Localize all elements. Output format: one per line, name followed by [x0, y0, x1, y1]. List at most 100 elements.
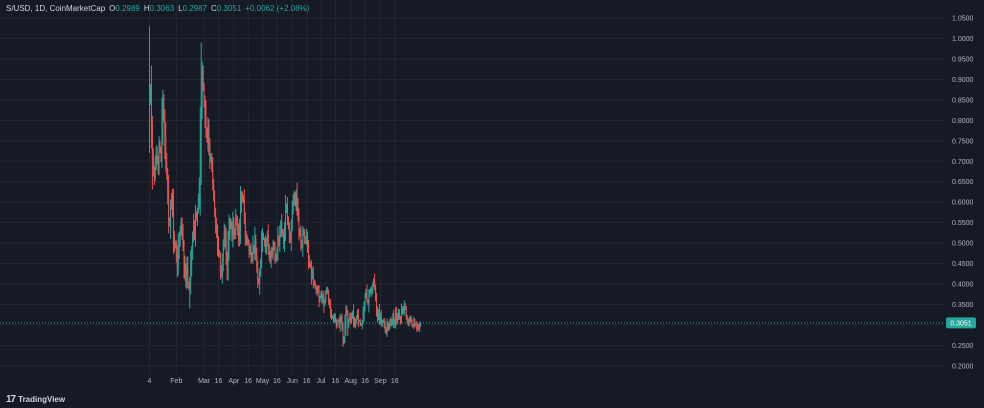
candle-body[interactable]: [295, 194, 297, 203]
candle-body[interactable]: [235, 218, 237, 235]
candle-body[interactable]: [275, 255, 277, 260]
candle-body[interactable]: [370, 288, 372, 293]
candle-body[interactable]: [288, 226, 290, 235]
candle-body[interactable]: [173, 234, 175, 248]
candle-body[interactable]: [415, 324, 417, 326]
candle-body[interactable]: [212, 169, 214, 186]
candle-body[interactable]: [336, 320, 338, 325]
candle-body[interactable]: [258, 279, 260, 284]
candle-body[interactable]: [252, 247, 254, 260]
candle-body[interactable]: [222, 243, 224, 260]
candle-body[interactable]: [197, 202, 199, 211]
candle-body[interactable]: [281, 222, 283, 231]
candle-body[interactable]: [325, 292, 327, 301]
candle-body[interactable]: [200, 95, 202, 141]
candle-body[interactable]: [199, 140, 201, 182]
candle-body[interactable]: [164, 116, 166, 137]
candle-body[interactable]: [184, 263, 186, 272]
candle-body[interactable]: [334, 316, 336, 321]
candle-body[interactable]: [205, 116, 207, 133]
candle-body[interactable]: [149, 99, 150, 104]
candle-body[interactable]: [263, 234, 264, 239]
candle-body[interactable]: [201, 71, 203, 96]
candle-body[interactable]: [256, 255, 258, 268]
candle-body[interactable]: [378, 312, 379, 317]
candle-body[interactable]: [300, 230, 302, 244]
candle-body[interactable]: [154, 165, 156, 178]
candle-body[interactable]: [401, 312, 402, 321]
candle-body[interactable]: [259, 271, 261, 284]
candle-body[interactable]: [311, 271, 313, 276]
candle-body[interactable]: [250, 247, 252, 256]
candle-body[interactable]: [279, 230, 281, 244]
candle-body[interactable]: [224, 230, 226, 239]
candle-body[interactable]: [283, 234, 285, 244]
candle-body[interactable]: [396, 312, 398, 321]
candle-body[interactable]: [265, 243, 267, 252]
candle-body[interactable]: [363, 304, 365, 313]
candle-body[interactable]: [172, 198, 173, 211]
candle-body[interactable]: [204, 104, 206, 117]
candle-body[interactable]: [241, 194, 243, 199]
candle-body[interactable]: [195, 214, 196, 231]
candle-body[interactable]: [341, 320, 343, 329]
candle-body[interactable]: [213, 185, 215, 199]
candle-body[interactable]: [388, 324, 390, 329]
candle-body[interactable]: [307, 234, 309, 248]
candle-body[interactable]: [326, 288, 328, 293]
candle-body[interactable]: [253, 247, 255, 252]
candle-body[interactable]: [180, 222, 182, 231]
candle-body[interactable]: [364, 296, 366, 305]
candle-body[interactable]: [357, 312, 359, 321]
candle-body[interactable]: [310, 267, 312, 276]
candle-body[interactable]: [206, 132, 208, 141]
candle-body[interactable]: [174, 243, 176, 248]
candle-body[interactable]: [318, 292, 320, 301]
candle-body[interactable]: [372, 284, 374, 293]
candle-body[interactable]: [381, 320, 383, 325]
candle-body[interactable]: [153, 169, 155, 178]
candle-body[interactable]: [355, 320, 356, 325]
candle-body[interactable]: [276, 251, 278, 260]
candle-body[interactable]: [161, 128, 163, 158]
candle-body[interactable]: [379, 316, 381, 321]
candle-body[interactable]: [371, 288, 373, 293]
candle-body[interactable]: [293, 194, 295, 203]
candle-body[interactable]: [317, 288, 319, 293]
candle-body[interactable]: [217, 230, 218, 244]
candle-body[interactable]: [195, 214, 197, 219]
candle-body[interactable]: [347, 312, 349, 325]
candle-body[interactable]: [182, 234, 184, 248]
candle-body[interactable]: [152, 157, 154, 170]
candle-body[interactable]: [173, 210, 174, 235]
candle-body[interactable]: [216, 222, 218, 231]
candle-body[interactable]: [273, 243, 275, 248]
candle-body[interactable]: [271, 251, 273, 256]
candle-body[interactable]: [366, 292, 368, 301]
candle-body[interactable]: [416, 324, 418, 329]
candle-body[interactable]: [378, 312, 380, 321]
candle-body[interactable]: [231, 226, 233, 235]
candle-body[interactable]: [353, 312, 355, 321]
candle-body[interactable]: [412, 324, 414, 326]
candle-body[interactable]: [289, 234, 291, 239]
candle-body[interactable]: [210, 157, 212, 162]
candle-body[interactable]: [192, 234, 194, 252]
candle-body[interactable]: [159, 144, 161, 149]
candle-body[interactable]: [234, 230, 236, 235]
candle-body[interactable]: [218, 243, 219, 252]
candle-body[interactable]: [308, 247, 309, 260]
candle-body[interactable]: [418, 324, 420, 329]
candle-body[interactable]: [392, 316, 394, 321]
candle-body[interactable]: [340, 316, 342, 321]
candle-body[interactable]: [176, 255, 178, 268]
candle-body[interactable]: [209, 144, 211, 162]
candle-body[interactable]: [405, 308, 407, 317]
candle-body[interactable]: [277, 239, 279, 252]
candle-body[interactable]: [175, 243, 177, 256]
candle-body[interactable]: [208, 124, 210, 145]
candle-body[interactable]: [298, 218, 300, 235]
candle-body[interactable]: [346, 308, 348, 313]
candle-body[interactable]: [332, 316, 334, 321]
candle-body[interactable]: [406, 316, 408, 321]
